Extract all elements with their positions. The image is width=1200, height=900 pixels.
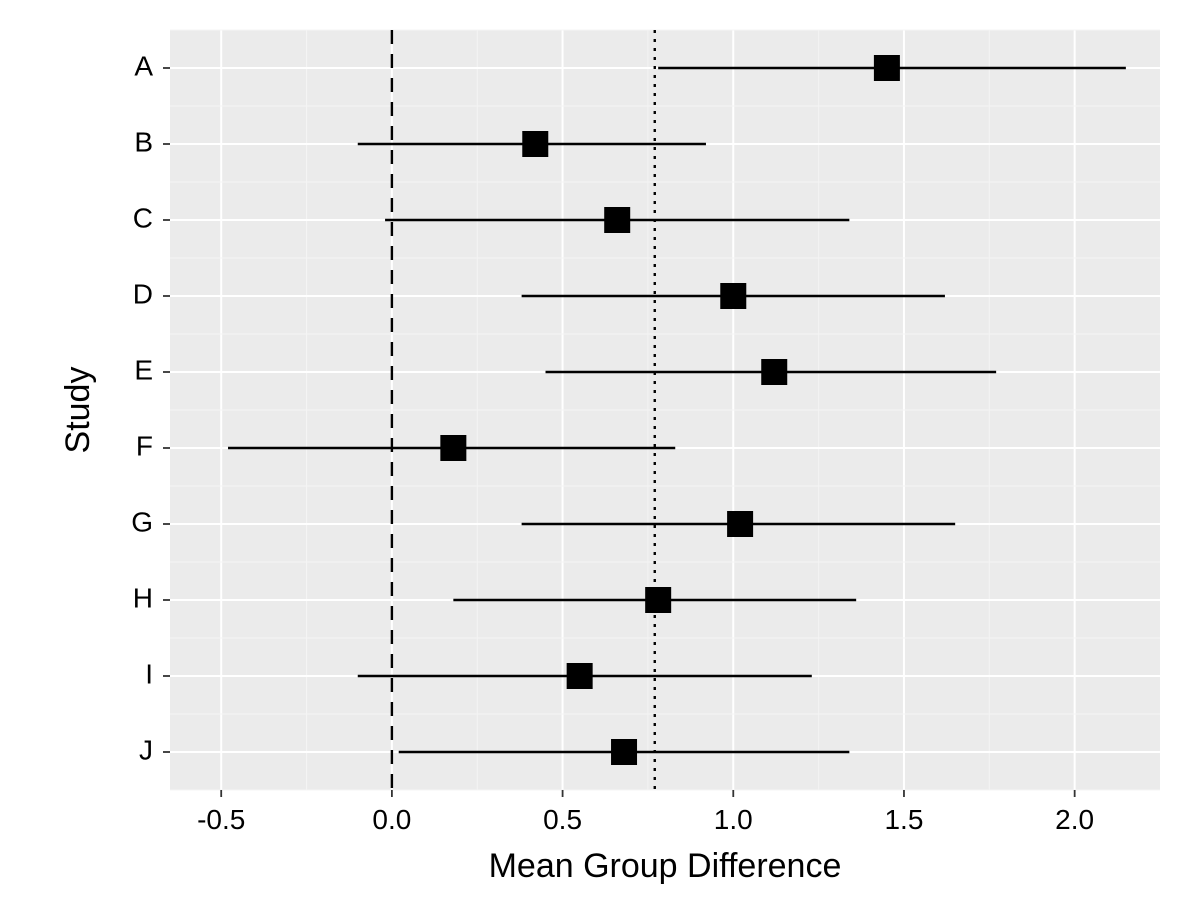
y-tick-label: G <box>131 506 153 537</box>
point-A <box>874 55 900 81</box>
y-tick-label: C <box>133 202 153 233</box>
forest-plot: -0.5 0.0 0.5 1.0 1.5 2.0 A B C D E F G H I J Mean Group … <box>0 0 1200 900</box>
y-tick-label: B <box>134 126 153 157</box>
point-C <box>604 207 630 233</box>
y-tick-label: H <box>133 582 153 613</box>
point-I <box>567 663 593 689</box>
y-tick-label: D <box>133 278 153 309</box>
x-tick-label: 1.5 <box>884 804 923 835</box>
point-J <box>611 739 637 765</box>
point-H <box>645 587 671 613</box>
y-tick-label: I <box>145 658 153 689</box>
x-axis-title: Mean Group Difference <box>489 847 842 885</box>
plot-svg: -0.5 0.0 0.5 1.0 1.5 2.0 A B C D E F G H I J Mean Group … <box>0 0 1200 900</box>
x-tick-label: 0.5 <box>543 804 582 835</box>
point-F <box>440 435 466 461</box>
y-tick-label: A <box>134 50 153 81</box>
point-B <box>522 131 548 157</box>
x-tick-label: -0.5 <box>197 804 245 835</box>
y-tick-label: F <box>136 430 153 461</box>
x-tick-label: 2.0 <box>1055 804 1094 835</box>
y-tick-label: J <box>139 734 153 765</box>
point-G <box>727 511 753 537</box>
x-tick-label: 1.0 <box>714 804 753 835</box>
y-tick-label: E <box>134 354 153 385</box>
point-E <box>761 359 787 385</box>
y-axis-title: Study <box>59 367 97 454</box>
point-D <box>720 283 746 309</box>
x-tick-label: 0.0 <box>372 804 411 835</box>
